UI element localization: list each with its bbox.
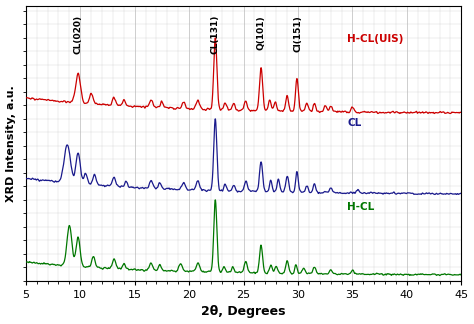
Text: H-CL: H-CL bbox=[347, 202, 374, 212]
Y-axis label: XRD Intensity, a.u.: XRD Intensity, a.u. bbox=[6, 85, 16, 202]
Text: Q(101): Q(101) bbox=[256, 15, 265, 50]
Text: CL(020): CL(020) bbox=[73, 15, 82, 54]
Text: Cl(151): Cl(151) bbox=[293, 15, 302, 52]
Text: CL: CL bbox=[347, 118, 361, 128]
X-axis label: 2θ, Degrees: 2θ, Degrees bbox=[201, 306, 286, 318]
Text: H-CL(UlS): H-CL(UlS) bbox=[347, 34, 403, 44]
Text: CL(131): CL(131) bbox=[211, 15, 220, 54]
